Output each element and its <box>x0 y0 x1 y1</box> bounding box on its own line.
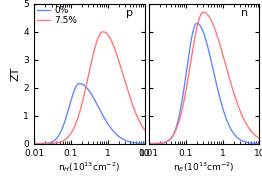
X-axis label: n$_E$(10$^{13}$cm$^{-2}$): n$_E$(10$^{13}$cm$^{-2}$) <box>173 160 235 174</box>
Text: n: n <box>241 8 248 18</box>
X-axis label: n$_H$(10$^{13}$cm$^{-2}$): n$_H$(10$^{13}$cm$^{-2}$) <box>58 160 120 174</box>
Y-axis label: ZT: ZT <box>11 67 21 81</box>
Legend: 0%, 7.5%: 0%, 7.5% <box>36 6 78 26</box>
Text: p: p <box>127 8 133 18</box>
